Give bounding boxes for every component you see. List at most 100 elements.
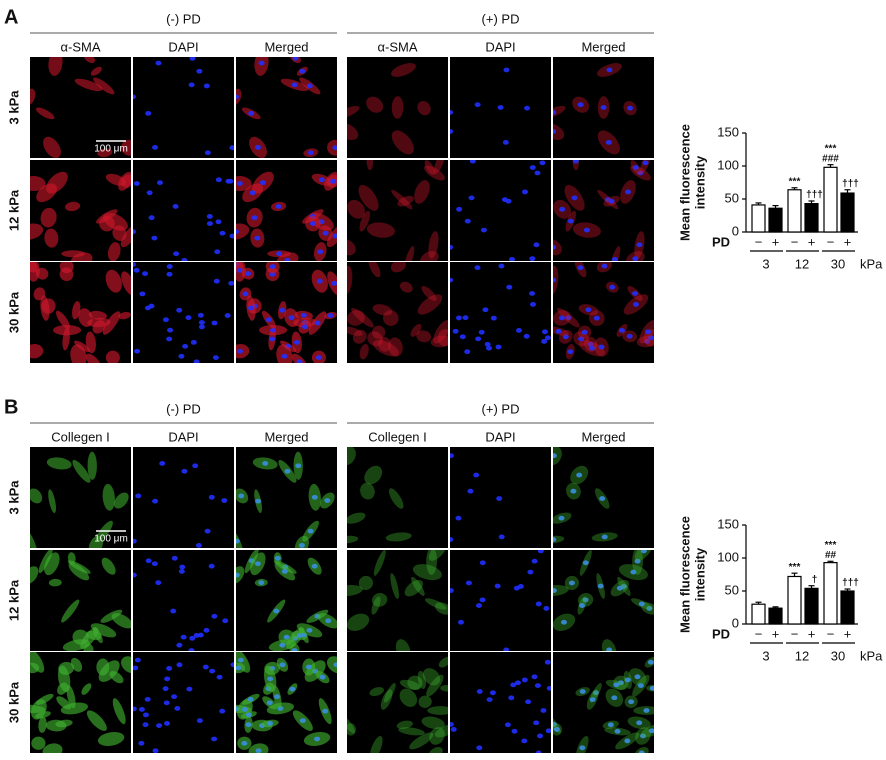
cell-body bbox=[352, 329, 367, 344]
nucleus bbox=[553, 129, 557, 134]
nucleus bbox=[464, 218, 471, 224]
nucleus bbox=[525, 699, 532, 705]
nucleus bbox=[255, 144, 262, 150]
nucleus bbox=[288, 315, 295, 321]
row-label: 12 kPa bbox=[6, 189, 21, 231]
cell-body bbox=[410, 324, 422, 337]
cell-body bbox=[430, 335, 448, 348]
group-title: (-) PD bbox=[166, 401, 201, 416]
cell-body bbox=[118, 311, 131, 320]
nucleus bbox=[171, 694, 178, 700]
cell-body bbox=[404, 580, 424, 597]
cell-body bbox=[30, 662, 40, 674]
cell-body bbox=[113, 492, 129, 509]
nucleus bbox=[480, 227, 487, 233]
x-tick-label: 3 bbox=[762, 256, 769, 271]
micrograph-bg bbox=[347, 57, 448, 158]
nucleus bbox=[316, 278, 323, 284]
nucleus bbox=[505, 198, 512, 204]
nucleus bbox=[634, 674, 641, 680]
cell-body bbox=[30, 223, 44, 240]
nucleus bbox=[606, 67, 613, 73]
significance: *** bbox=[789, 176, 801, 187]
nucleus bbox=[577, 265, 584, 271]
nucleus bbox=[255, 498, 262, 504]
micrograph bbox=[553, 550, 654, 651]
nucleus bbox=[535, 750, 542, 753]
nucleus bbox=[179, 564, 186, 570]
nucleus bbox=[258, 60, 265, 66]
nucleus bbox=[198, 320, 205, 325]
cell-body bbox=[44, 552, 60, 576]
nucleus bbox=[332, 233, 337, 239]
cell-body bbox=[48, 57, 63, 76]
cell-body bbox=[35, 711, 51, 719]
cell-body bbox=[65, 201, 81, 212]
nucleus bbox=[546, 685, 551, 691]
column-title: Merged bbox=[264, 429, 308, 444]
nucleus bbox=[588, 345, 595, 351]
nucleus bbox=[142, 271, 149, 277]
bar bbox=[751, 603, 766, 625]
significance: *** bbox=[825, 540, 837, 551]
bar bbox=[768, 607, 783, 625]
x-tick-label: 12 bbox=[795, 256, 809, 271]
micrograph bbox=[450, 160, 551, 261]
nucleus bbox=[576, 472, 583, 478]
nucleus bbox=[577, 102, 584, 108]
cell-body bbox=[67, 552, 76, 565]
nucleus bbox=[279, 642, 286, 648]
cell-body bbox=[358, 184, 379, 211]
cell-body bbox=[53, 324, 82, 336]
nucleus bbox=[133, 572, 137, 578]
nucleus bbox=[133, 665, 139, 671]
cell-body bbox=[68, 562, 90, 581]
nucleus bbox=[274, 555, 281, 561]
cell-body bbox=[421, 716, 445, 729]
nucleus bbox=[476, 745, 483, 751]
nucleus bbox=[506, 284, 513, 290]
nucleus bbox=[476, 689, 483, 694]
nucleus bbox=[322, 230, 329, 236]
nucleus bbox=[511, 728, 518, 734]
cell-body bbox=[347, 723, 356, 736]
nucleus bbox=[514, 680, 521, 686]
cell-body bbox=[390, 573, 399, 600]
nucleus bbox=[216, 674, 223, 680]
cell-body bbox=[426, 674, 444, 697]
significance: ††† bbox=[842, 578, 859, 589]
micrograph bbox=[133, 262, 234, 363]
nucleus bbox=[592, 690, 599, 696]
nucleus bbox=[627, 105, 634, 111]
column-title: Collegen I bbox=[368, 429, 427, 444]
bar bbox=[804, 203, 819, 233]
nucleus bbox=[450, 537, 454, 542]
micrograph bbox=[236, 652, 337, 753]
nucleus bbox=[583, 227, 590, 233]
cell-body bbox=[424, 160, 435, 175]
nucleus bbox=[565, 315, 572, 321]
nucleus bbox=[267, 676, 274, 682]
nucleus bbox=[208, 563, 215, 569]
nucleus bbox=[589, 697, 596, 702]
nucleus bbox=[188, 648, 195, 651]
nucleus bbox=[498, 534, 505, 540]
cell-body bbox=[385, 532, 412, 542]
nucleus bbox=[537, 550, 544, 554]
micrograph-bg bbox=[347, 652, 448, 753]
nucleus bbox=[468, 195, 475, 201]
nucleus bbox=[202, 664, 209, 670]
nucleus bbox=[185, 315, 192, 321]
cell-body bbox=[417, 294, 443, 315]
nucleus bbox=[221, 498, 228, 503]
micrograph-bg bbox=[450, 652, 551, 753]
cell-body bbox=[81, 683, 92, 695]
micrograph bbox=[347, 652, 448, 753]
nucleus bbox=[643, 708, 650, 713]
nucleus bbox=[259, 180, 266, 186]
cell-body bbox=[62, 639, 90, 651]
nucleus bbox=[502, 140, 509, 145]
nucleus bbox=[166, 336, 173, 342]
nucleus bbox=[600, 105, 607, 110]
nucleus bbox=[544, 335, 551, 341]
